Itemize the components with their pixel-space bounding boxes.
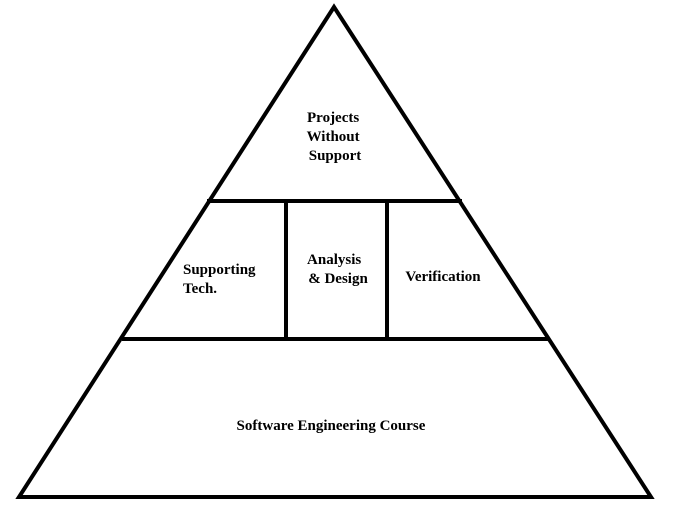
verification-label: Verification bbox=[405, 269, 481, 285]
supporting-tech-label: Supporting Tech. bbox=[183, 262, 259, 297]
bottom-tier-label: Software Engineering Course bbox=[237, 418, 426, 434]
supporting-tech-line-2: Tech. bbox=[183, 281, 217, 297]
analysis-design-line-2: & Design bbox=[308, 271, 368, 287]
analysis-design-label: Analysis & Design bbox=[307, 252, 368, 287]
verification-line-1: Verification bbox=[405, 269, 481, 285]
supporting-tech-line-1: Supporting bbox=[183, 262, 256, 278]
top-tier-label: Projects Without Support bbox=[307, 110, 364, 164]
top-tier-line-1: Projects bbox=[307, 110, 359, 126]
top-tier-line-3: Support bbox=[309, 148, 362, 164]
bottom-tier-line-1: Software Engineering Course bbox=[237, 418, 426, 434]
analysis-design-line-1: Analysis bbox=[307, 252, 361, 268]
top-tier-line-2: Without bbox=[307, 129, 360, 145]
pyramid-outline bbox=[15, 3, 655, 499]
